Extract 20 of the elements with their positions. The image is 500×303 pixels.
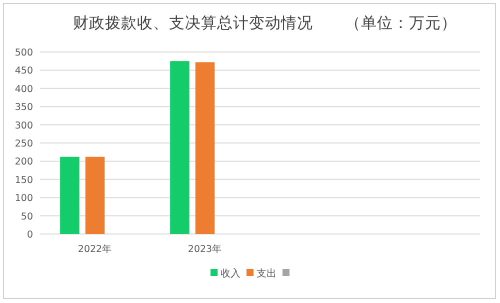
legend-label: 收入 <box>220 268 240 280</box>
y-tick-label: 150 <box>14 174 33 186</box>
legend-label: 支出 <box>256 268 276 280</box>
y-tick-label: 400 <box>14 84 33 95</box>
y-tick-label: 350 <box>14 102 33 114</box>
y-tick-label: 50 <box>20 211 33 222</box>
bar <box>60 156 80 234</box>
y-tick-label: 250 <box>14 138 33 150</box>
x-tick-label: 2023年 <box>188 243 222 255</box>
bar <box>195 62 215 234</box>
y-tick-label: 0 <box>26 230 33 240</box>
chart-title: 财政拨款收、支决算总计变动情况 （单位：万元） <box>73 14 457 32</box>
y-tick-label: 100 <box>14 193 33 204</box>
y-tick-label: 450 <box>14 66 33 77</box>
y-tick-label: 500 <box>14 48 33 58</box>
y-tick-label: 200 <box>14 156 33 168</box>
y-tick-label: 300 <box>14 120 33 132</box>
bar <box>85 156 105 234</box>
bar <box>170 61 190 234</box>
x-tick-label: 2022年 <box>78 243 112 255</box>
